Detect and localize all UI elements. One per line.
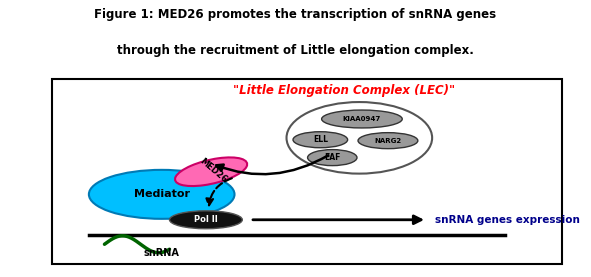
Text: snRNA genes expression: snRNA genes expression: [435, 215, 580, 225]
Text: Pol II: Pol II: [194, 215, 217, 224]
Text: KIAA0947: KIAA0947: [343, 116, 381, 122]
Text: MED26: MED26: [199, 157, 229, 185]
Text: ELL: ELL: [313, 135, 328, 144]
Ellipse shape: [287, 102, 432, 174]
Text: "Little Elongation Complex (LEC)": "Little Elongation Complex (LEC)": [233, 84, 455, 97]
FancyBboxPatch shape: [53, 79, 562, 264]
Ellipse shape: [307, 150, 357, 166]
Text: NARG2: NARG2: [374, 138, 401, 144]
Text: EAF: EAF: [324, 153, 340, 162]
Text: snRNA: snRNA: [144, 248, 180, 258]
Text: Figure 1: MED26 promotes the transcription of snRNA genes: Figure 1: MED26 promotes the transcripti…: [95, 8, 496, 21]
Ellipse shape: [89, 170, 235, 219]
Ellipse shape: [358, 133, 418, 149]
Text: through the recruitment of Little elongation complex.: through the recruitment of Little elonga…: [117, 44, 474, 57]
Text: Mediator: Mediator: [134, 189, 190, 199]
Ellipse shape: [175, 157, 247, 186]
Ellipse shape: [170, 211, 242, 229]
Ellipse shape: [293, 132, 348, 148]
Ellipse shape: [322, 110, 402, 128]
